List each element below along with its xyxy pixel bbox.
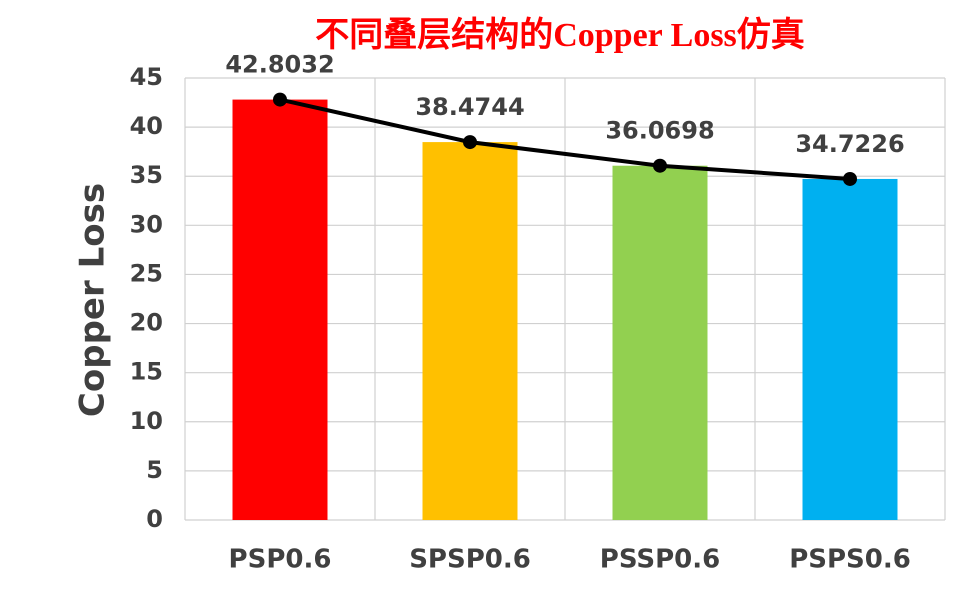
- data-label: 42.8032: [225, 51, 334, 79]
- line-marker: [843, 171, 857, 186]
- y-tick-label: 30: [130, 210, 163, 238]
- line-marker: [273, 92, 287, 107]
- y-tick-label: 10: [130, 407, 163, 435]
- y-tick-label: 40: [130, 112, 163, 140]
- bar: [232, 99, 328, 521]
- y-tick-label: 15: [130, 358, 163, 386]
- x-tick-label: PSP0.6: [229, 545, 332, 575]
- trend-line: [279, 97, 851, 181]
- data-label: 34.7226: [795, 130, 904, 158]
- line-marker: [653, 158, 667, 173]
- y-tick-label: 35: [130, 161, 163, 189]
- y-tick-label: 5: [146, 456, 163, 484]
- x-tick-label: PSSP0.6: [600, 545, 720, 575]
- data-label: 38.4744: [415, 93, 524, 121]
- y-tick-label: 45: [130, 63, 163, 91]
- y-tick-label: 25: [130, 259, 163, 287]
- bar: [612, 165, 708, 520]
- bar: [802, 178, 898, 520]
- bar: [422, 142, 518, 520]
- y-tick-label: 20: [130, 309, 163, 337]
- y-tick-label: 0: [146, 505, 163, 533]
- chart-title: 不同叠层结构的Copper Loss仿真: [315, 16, 805, 54]
- x-tick-label: PSPS0.6: [789, 545, 911, 575]
- line-marker: [463, 135, 477, 150]
- y-axis-label: Copper Loss: [73, 183, 113, 417]
- data-label: 36.0698: [605, 117, 714, 145]
- x-tick-label: SPSP0.6: [409, 545, 531, 575]
